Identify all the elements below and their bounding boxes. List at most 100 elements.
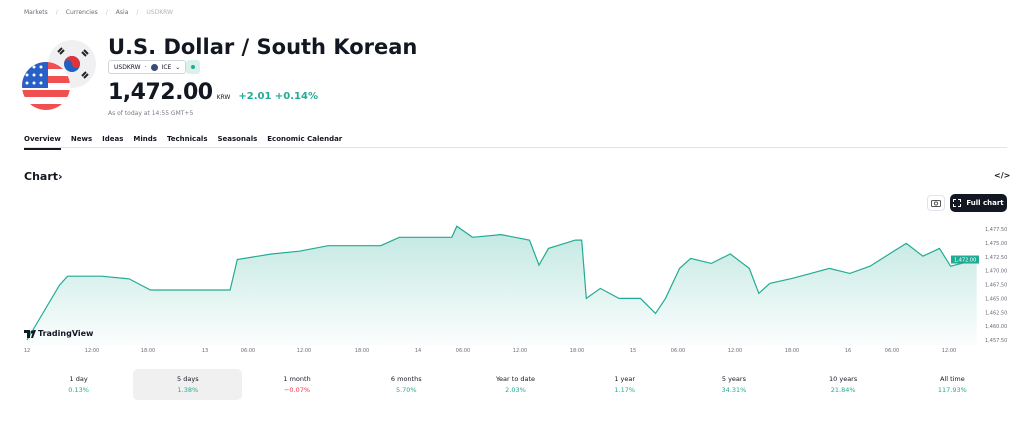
price-area-fill — [27, 226, 977, 345]
period-10-years[interactable]: 10 years 21.84% — [789, 369, 898, 400]
period-label: 5 years — [721, 375, 746, 383]
last-price: 1,472.00 — [108, 80, 213, 105]
x-tick-label: 12:00 — [942, 348, 956, 354]
tab-seasonals[interactable]: Seasonals — [217, 135, 258, 143]
y-tick-label: 1,467.50 — [985, 283, 1007, 289]
separator: / — [105, 9, 108, 16]
x-tick-label: 18:00 — [141, 348, 155, 354]
x-tick-label: 06:00 — [456, 348, 470, 354]
last-price-marker — [951, 255, 979, 264]
chevron-right-icon: › — [58, 170, 63, 183]
breadcrumb-current: USDKRW — [146, 9, 174, 16]
as-of-timestamp: As of today at 14:55 GMT+5 — [108, 110, 194, 117]
x-tick-label: 12:00 — [297, 348, 311, 354]
period-label: 1 month — [283, 375, 311, 383]
breadcrumb: Markets / Currencies / Asia / USDKRW — [24, 9, 173, 16]
period-all-time[interactable]: All time 117.93% — [898, 369, 1007, 400]
y-tick-label: 1,477.50 — [985, 227, 1007, 233]
x-tick-label: 13 — [202, 348, 208, 354]
market-open-dot-icon — [191, 65, 195, 69]
performance-periods: 1 day 0.13% 5 days 1.38% 1 month −0.07% 6 mont… — [24, 369, 1007, 400]
embed-code-icon[interactable]: </> — [994, 171, 1011, 180]
change-abs: +2.01 — [238, 91, 272, 102]
breadcrumb-currencies[interactable]: Currencies — [65, 9, 98, 16]
y-tick-label: 1,465.00 — [985, 296, 1007, 302]
x-tick-label: 15 — [630, 348, 636, 354]
period-change: −0.07% — [283, 386, 311, 394]
separator: / — [55, 9, 58, 16]
tab-minds[interactable]: Minds — [133, 135, 157, 143]
period-6-months[interactable]: 6 months 5.70% — [352, 369, 461, 400]
breadcrumb-asia[interactable]: Asia — [115, 9, 129, 16]
full-chart-label: Full chart — [966, 199, 1004, 207]
period-year-to-date[interactable]: Year to date 2.03% — [461, 369, 570, 400]
x-tick-label: 14 — [415, 348, 421, 354]
page-title: U.S. Dollar / South Korean — [108, 35, 418, 59]
period-1-day[interactable]: 1 day 0.13% — [24, 369, 133, 400]
tab-economic-calendar[interactable]: Economic Calendar — [267, 135, 343, 143]
symbol-label: USDKRW — [114, 63, 141, 71]
price-change: +2.01 +0.14% — [238, 91, 318, 102]
x-tick-label: 16 — [845, 348, 851, 354]
last-price-label: 1,472.00 — [954, 258, 976, 264]
period-label: 10 years — [829, 375, 858, 383]
period-change: 0.13% — [68, 386, 89, 394]
divider — [24, 147, 1007, 148]
currency-label: KRW — [216, 94, 231, 101]
currency-flags-icon — [22, 40, 96, 110]
x-tick-label: 18:00 — [785, 348, 799, 354]
tab-technicals[interactable]: Technicals — [166, 135, 208, 143]
separator: / — [136, 9, 139, 16]
period-5-days[interactable]: 5 days 1.38% — [133, 369, 243, 400]
x-tick-label: 12 — [24, 348, 30, 354]
y-tick-label: 1,470.00 — [985, 269, 1007, 275]
period-change: 117.93% — [937, 386, 967, 394]
tv-logo-icon — [24, 329, 36, 338]
period-change: 1.17% — [614, 386, 636, 394]
price-chart[interactable]: 1,477.50 1,475.00 1,472.50 1,470.00 1,467.50… — [0, 215, 1024, 360]
period-change: 1.38% — [177, 386, 199, 394]
period-change: 21.84% — [830, 386, 856, 394]
price-row: 1,472.00 KRW +2.01 +0.14% — [108, 80, 318, 105]
x-tick-label: 18:00 — [355, 348, 369, 354]
period-label: 6 months — [390, 375, 422, 383]
period-label: Year to date — [495, 375, 536, 383]
exchange-label: ICE — [161, 63, 172, 71]
y-tick-label: 1,472.50 — [985, 255, 1007, 261]
x-tick-label: 06:00 — [671, 348, 685, 354]
market-status-button[interactable] — [186, 60, 200, 74]
breadcrumb-markets[interactable]: Markets — [24, 9, 48, 16]
symbol-exchange-selector[interactable]: USDKRW · ICE ⌄ — [108, 60, 187, 74]
period-change: 2.03% — [505, 386, 526, 394]
x-tick-label: 12:00 — [728, 348, 742, 354]
y-tick-label: 1,462.50 — [985, 310, 1007, 316]
globe-icon — [150, 63, 158, 71]
period-1-month[interactable]: 1 month −0.07% — [242, 369, 351, 400]
x-tick-label: 12:00 — [513, 348, 527, 354]
x-tick-label: 06:00 — [885, 348, 899, 354]
tab-bar: Overview News Ideas Minds Technicals Sea… — [24, 135, 342, 150]
price-line — [26, 225, 977, 341]
separator-dot: · — [144, 63, 147, 71]
y-tick-label: 1,475.00 — [985, 241, 1007, 247]
tab-overview[interactable]: Overview — [24, 135, 61, 150]
period-1-year[interactable]: 1 year 1.17% — [570, 369, 679, 400]
period-label: 1 day — [69, 375, 88, 383]
x-tick-label: 06:00 — [241, 348, 255, 354]
snapshot-button[interactable] — [927, 195, 945, 211]
chart-heading-link[interactable]: Chart› — [24, 170, 63, 183]
period-change: 34.31% — [721, 386, 747, 394]
tradingview-brand: TradingView — [38, 329, 94, 338]
period-5-years[interactable]: 5 years 34.31% — [679, 369, 788, 400]
full-chart-button[interactable]: Full chart — [950, 194, 1007, 212]
tab-ideas[interactable]: Ideas — [102, 135, 124, 143]
camera-icon — [931, 200, 941, 207]
y-tick-label: 1,457.50 — [985, 338, 1007, 344]
x-tick-label: 12:00 — [85, 348, 99, 354]
fullscreen-icon — [953, 199, 962, 207]
period-label: All time — [939, 375, 965, 383]
tab-news[interactable]: News — [70, 135, 93, 143]
period-change: 5.70% — [395, 386, 417, 394]
period-label: 1 year — [614, 375, 636, 383]
change-pct: +0.14% — [274, 91, 318, 102]
